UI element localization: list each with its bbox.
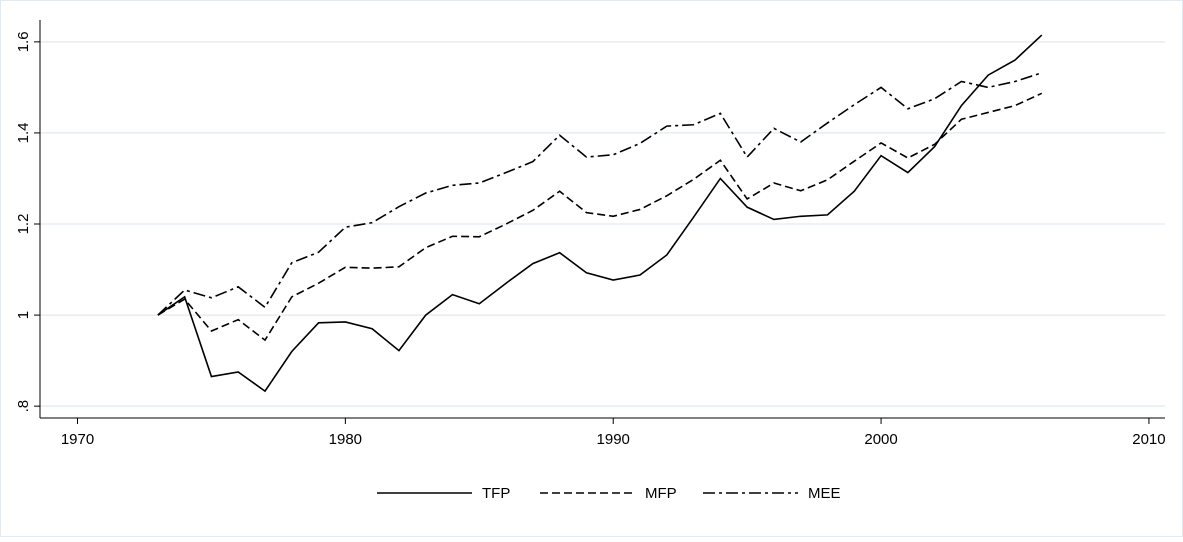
y-tick-label: 1.6 [15,31,32,52]
x-tick-label: 1970 [61,431,94,448]
x-tick-label: 2000 [864,431,897,448]
series-line [157,72,1043,316]
y-tick-label: 1.4 [15,123,32,144]
y-tick-label: 1 [15,311,32,319]
series-line [157,92,1043,342]
legend-label: TFP [482,485,510,502]
x-tick-label: 1990 [597,431,630,448]
x-tick-label: 2010 [1132,431,1165,448]
legend-label: MEE [808,485,841,502]
series-line [157,34,1043,393]
legend-label: MFP [645,485,677,502]
y-tick-label: 1.2 [15,214,32,235]
y-tick-label: .8 [15,400,32,413]
x-tick-label: 1980 [329,431,362,448]
